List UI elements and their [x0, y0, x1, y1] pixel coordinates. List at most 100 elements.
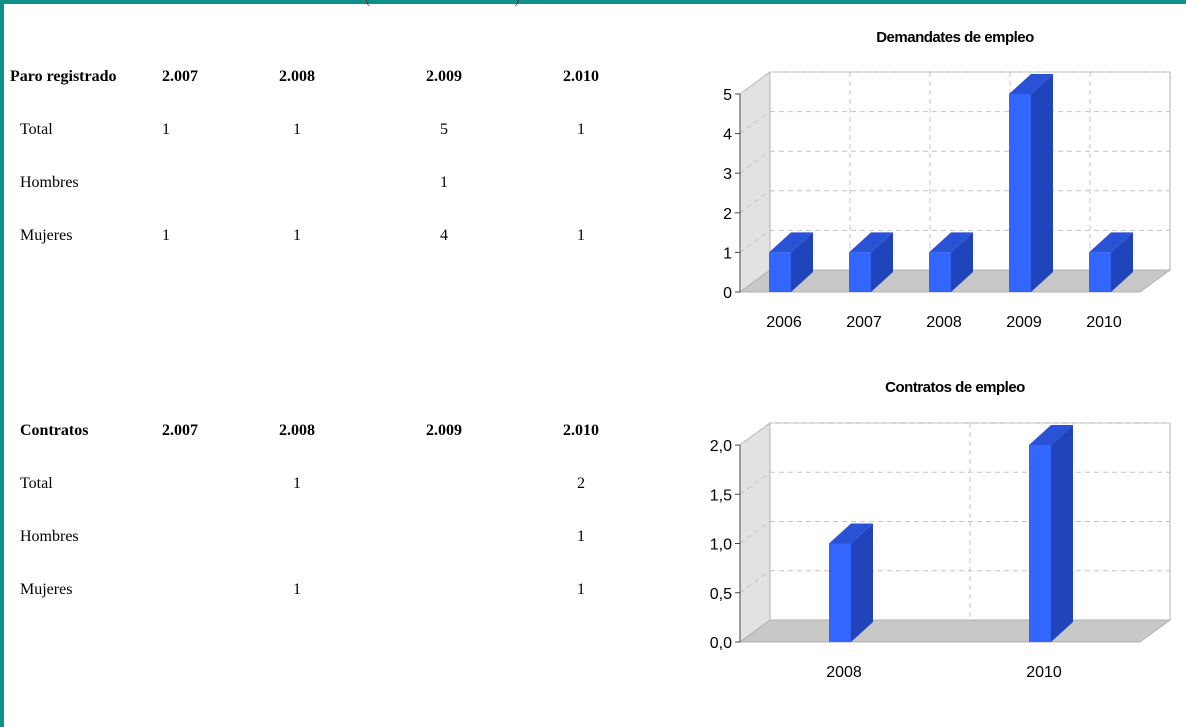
bar-side [791, 232, 813, 292]
table-cell: 1 [577, 226, 585, 244]
table-cell: 1 [440, 173, 448, 191]
table-header: Paro registrado [10, 67, 117, 85]
y-tick-label: 5 [723, 87, 732, 104]
x-tick-label: 2008 [826, 664, 862, 681]
bar [929, 252, 951, 292]
y-tick-label: 1 [723, 245, 732, 262]
bar-side [1111, 232, 1133, 292]
table-cell [392, 510, 496, 563]
bar-side [1051, 425, 1073, 642]
table-header-row: Contratos 2.007 2.008 2.009 2.010 [16, 404, 666, 457]
bar-top [849, 232, 893, 253]
chart-side-wall [739, 71, 771, 293]
chart-floor [738, 619, 1172, 643]
table-header: 2.009 [426, 421, 462, 439]
table-row: Mujeres 1 1 4 1 [6, 209, 666, 262]
table-row: Total 1 2 [16, 457, 666, 510]
table-cell [162, 563, 202, 616]
y-tick-label: 1,0 [710, 537, 732, 554]
gridline [739, 521, 771, 544]
row-label: Total [20, 474, 53, 492]
x-tick-label: 2010 [1086, 314, 1122, 331]
y-tick-label: 2,0 [710, 438, 732, 455]
table-cell: 1 [162, 120, 170, 138]
table-cell: 1 [577, 120, 585, 138]
x-tick-label: 2006 [766, 314, 802, 331]
gridline [739, 71, 771, 95]
row-label: Hombres [20, 173, 79, 191]
row-label: Hombres [20, 527, 79, 545]
table-header: 2.007 [162, 421, 198, 439]
gridline [739, 111, 771, 135]
contratos-chart-svg: Contratos de empleo 0,0 0,5 1,0 1,5 2,0 2008 20… [710, 379, 1172, 681]
table-cell: 5 [440, 120, 448, 138]
contratos-table: Contratos 2.007 2.008 2.009 2.010 Total … [16, 404, 666, 616]
table-header: 2.007 [162, 67, 198, 85]
row-label: Mujeres [20, 226, 73, 244]
x-tick-label: 2009 [1006, 314, 1042, 331]
bar [849, 252, 871, 292]
x-tick-label: 2010 [1026, 664, 1062, 681]
table-cell [202, 156, 392, 209]
chart-title: Demandates de empleo [876, 29, 1034, 46]
frame-top-border [0, 0, 1186, 4]
bar-top [1089, 232, 1133, 253]
bar [1089, 252, 1111, 292]
table-row: Mujeres 1 1 [16, 563, 666, 616]
bar-side [951, 232, 973, 292]
demandantes-chart-svg: Demandates de empleo 0 1 2 3 4 5 2006 2007 2008 20… [723, 29, 1172, 331]
table-header-row: Paro registrado 2.007 2.008 2.009 2.010 [6, 50, 666, 103]
contratos-chart: Contratos de empleo 0,0 0,5 1,0 1,5 2,0 2008 20… [700, 372, 1180, 697]
table-cell [162, 510, 202, 563]
bar-top [769, 232, 813, 253]
row-label: Total [20, 120, 53, 138]
table-cell [392, 563, 496, 616]
bar-side [1031, 74, 1053, 292]
bar [1029, 445, 1051, 642]
y-tick-label: 0,0 [710, 635, 732, 652]
table-row: Hombres 1 [16, 510, 666, 563]
bar-side [871, 232, 893, 292]
table-cell [496, 156, 666, 209]
table-cell: 1 [293, 580, 301, 598]
table-cell: 1 [162, 226, 170, 244]
gridline [739, 190, 771, 214]
gridline [739, 471, 771, 495]
y-tick-label: 2 [723, 206, 732, 223]
table-header: Contratos [20, 421, 89, 439]
table-cell: 4 [440, 226, 448, 244]
gridline [739, 422, 771, 446]
table-header: 2.010 [563, 421, 599, 439]
row-label: Mujeres [20, 580, 73, 598]
table-cell: 1 [577, 580, 585, 598]
x-tick-label: 2008 [926, 314, 962, 331]
gridline [739, 229, 771, 253]
table-cell [162, 457, 202, 510]
table-cell: 1 [293, 474, 301, 492]
bar-side [851, 523, 873, 642]
table-cell: 2 [577, 474, 585, 492]
table-header: 2.009 [426, 67, 462, 85]
cut-off-heading: ( ) [365, 0, 520, 8]
paro-registrado-table: Paro registrado 2.007 2.008 2.009 2.010 … [6, 50, 666, 262]
table-cell: 1 [293, 226, 301, 244]
y-tick-label: 0,5 [710, 586, 732, 603]
bar [829, 543, 851, 642]
y-tick-label: 0 [723, 285, 732, 302]
table-cell: 1 [293, 120, 301, 138]
table-cell [202, 510, 392, 563]
chart-title: Contratos de empleo [885, 379, 1025, 396]
demandantes-chart: Demandates de empleo 0 1 2 3 4 5 2006 2007 2008 20… [700, 22, 1180, 347]
table-header: 2.008 [279, 67, 315, 85]
frame-left-border [0, 0, 4, 727]
bar-top [829, 523, 873, 544]
table-row: Total 1 1 5 1 [6, 103, 666, 156]
y-tick-label: 4 [723, 127, 732, 144]
table-header: 2.008 [279, 421, 315, 439]
table-row: Hombres 1 [6, 156, 666, 209]
table-cell [162, 156, 202, 209]
bar [1009, 94, 1031, 292]
gridline [739, 150, 771, 174]
gridline [739, 570, 771, 594]
table-header: 2.010 [563, 67, 599, 85]
